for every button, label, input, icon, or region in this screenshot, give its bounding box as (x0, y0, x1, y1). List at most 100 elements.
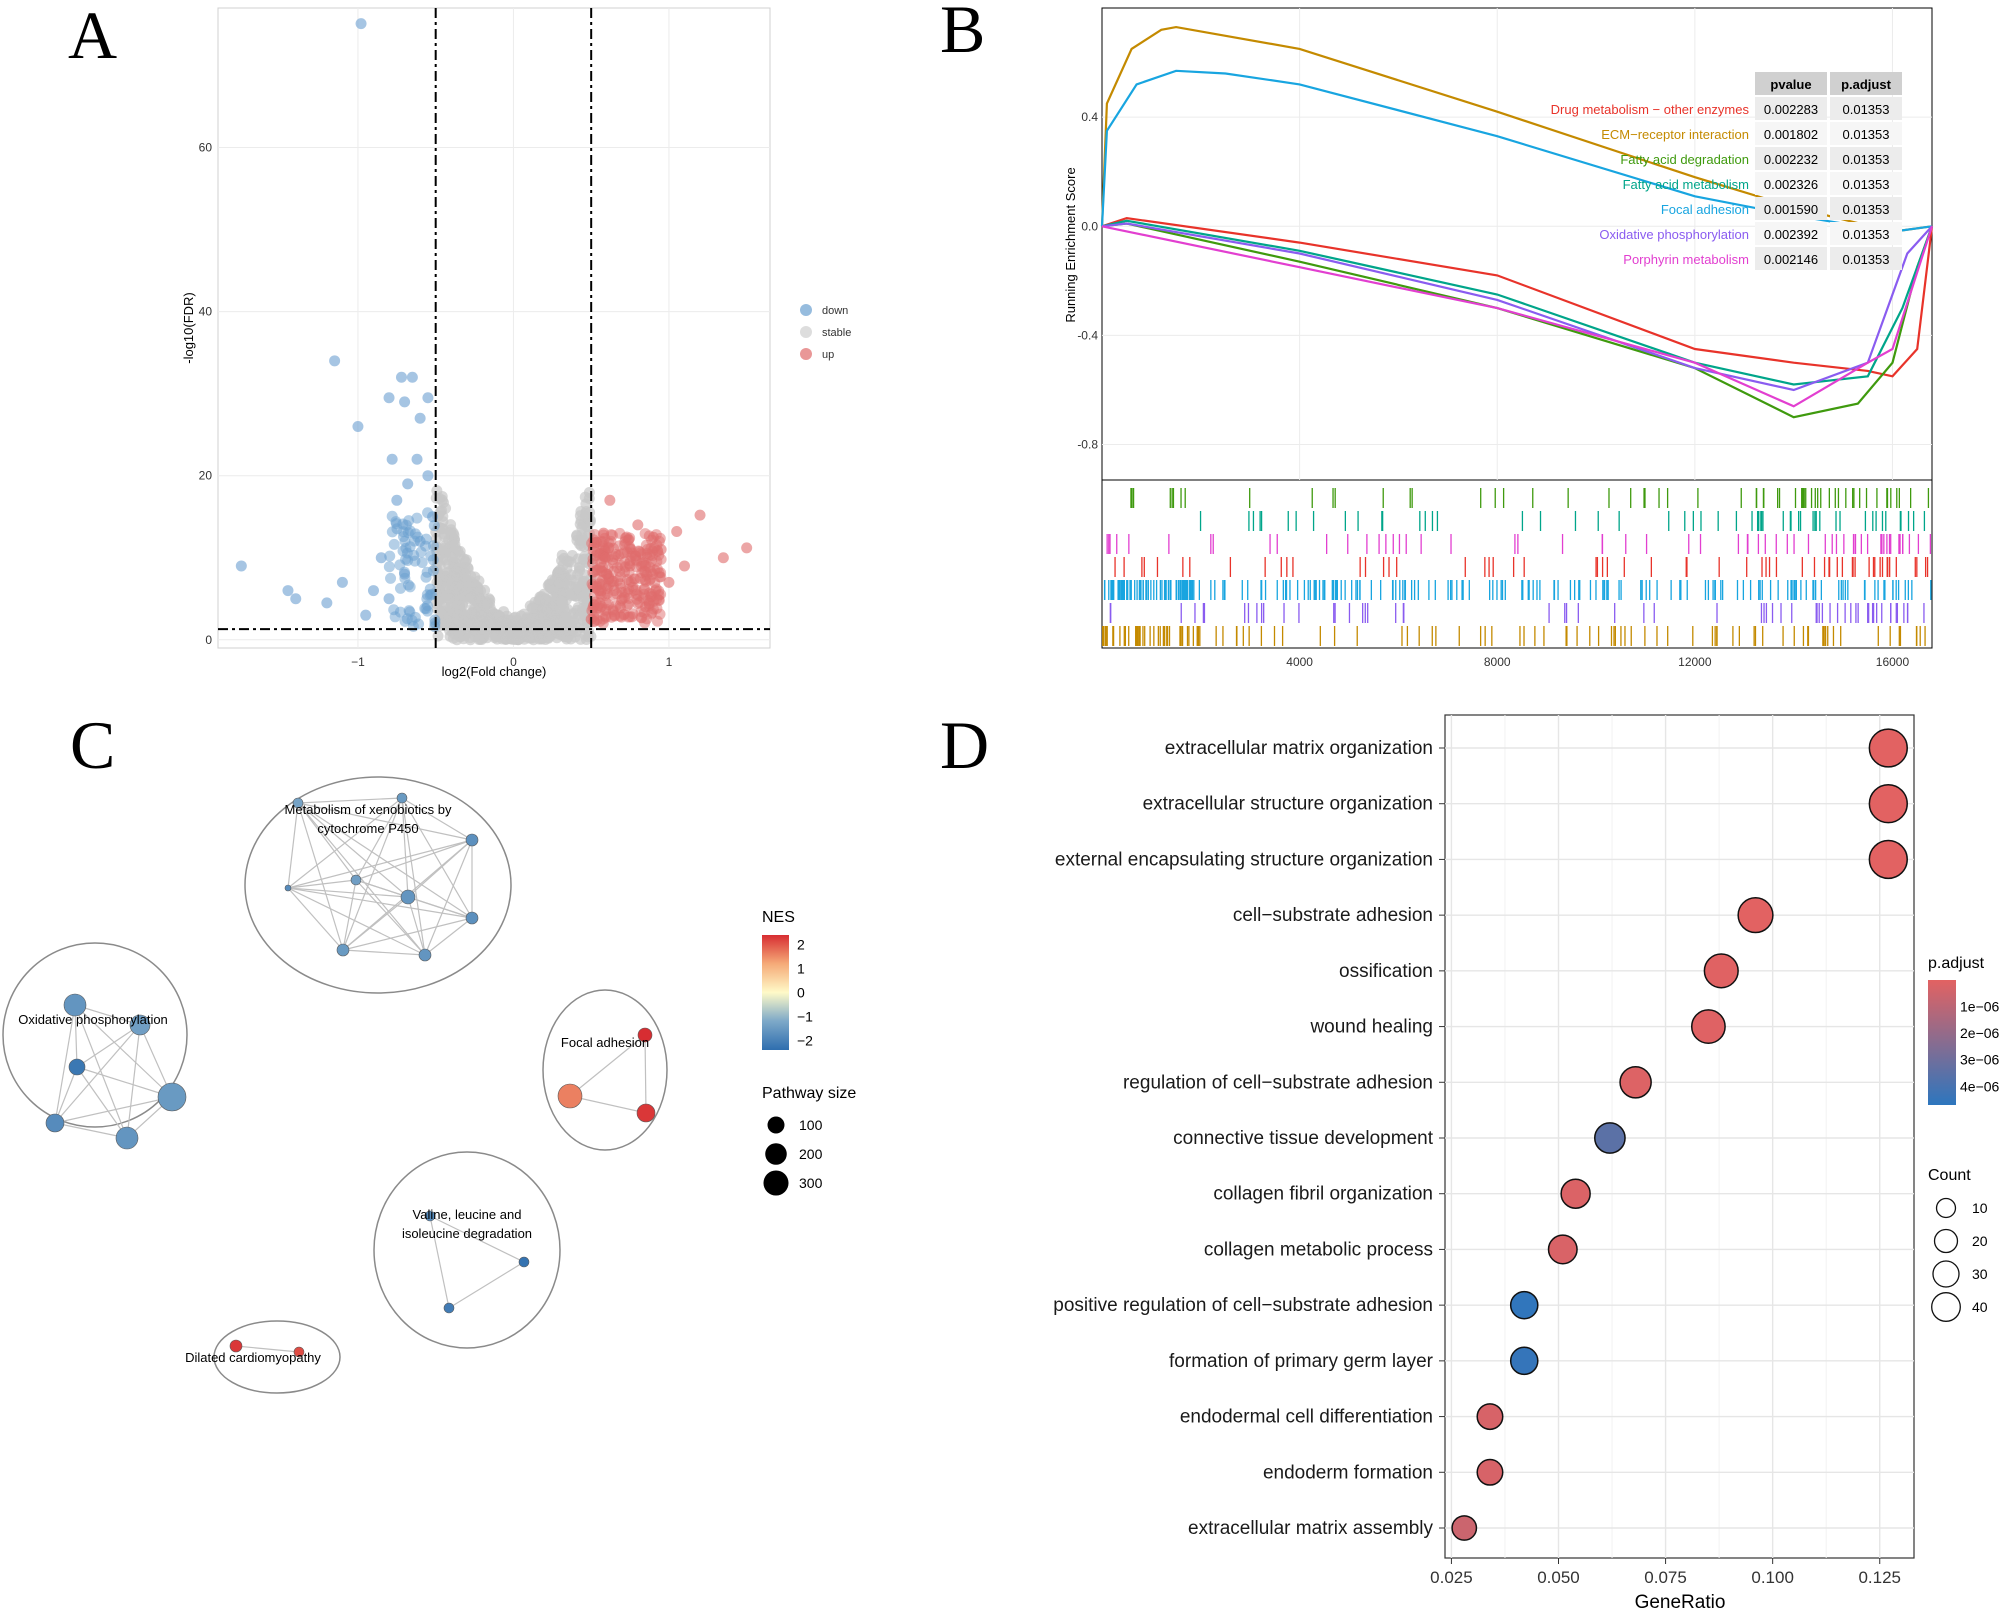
dot-plot-frame (1444, 714, 1915, 1559)
volcano-y-tick: 0 (205, 633, 212, 647)
dot-x-tick: 0.050 (1537, 1568, 1580, 1587)
network-cluster: Metabolism of xenobiotics by cytochrome P… (244, 776, 512, 994)
network-edge (569, 1034, 646, 1097)
down-point (329, 355, 341, 367)
down-point (394, 606, 406, 618)
enrichment-line (1101, 222, 1934, 419)
stable-point (579, 491, 591, 503)
network-edge (54, 1066, 78, 1124)
gsea-x-tick: 16000 (1876, 655, 1910, 669)
volcano-x-tick: −1 (351, 655, 365, 669)
table-cell (1755, 222, 1827, 245)
network-edge (407, 896, 426, 956)
network-edge (74, 1004, 141, 1026)
network-node (396, 792, 408, 804)
gsea-y-tick: -0.4 (1077, 328, 1098, 342)
up-point (649, 584, 661, 596)
term-dot (1690, 1009, 1726, 1045)
table-padjust: 0.01353 (1843, 227, 1890, 242)
dot-x-tick: 0.100 (1751, 1568, 1794, 1587)
up-point (654, 608, 666, 620)
network-edge (401, 797, 409, 898)
down-point (399, 396, 411, 408)
network-edge (54, 1122, 128, 1139)
down-point (383, 561, 395, 573)
volcano-y-tick: 40 (199, 305, 213, 319)
gsea-x-tick: 8000 (1484, 655, 1511, 669)
padjust-colorbar (1928, 980, 1956, 1105)
stable-point (494, 611, 506, 623)
down-point (425, 550, 437, 562)
term-dot (1509, 1346, 1539, 1376)
network-edge (569, 1095, 647, 1114)
term-dot (1451, 1515, 1478, 1541)
network-node (284, 884, 292, 892)
count-legend-circle (1933, 1228, 1959, 1254)
network-node (518, 1256, 530, 1268)
padjust-legend-tick: 2e−06 (1960, 1025, 2000, 1041)
network-edge (54, 1096, 173, 1124)
cluster-boundary (244, 776, 512, 994)
stable-point (544, 596, 556, 608)
stable-point (543, 578, 555, 590)
pathway-network: Metabolism of xenobiotics by cytochrome P… (2, 776, 856, 1394)
size-legend-label: 300 (799, 1175, 823, 1191)
term-label: endoderm formation (1263, 1462, 1433, 1483)
gsea-y-tick: 0.0 (1081, 219, 1098, 233)
term-label: positive regulation of cell−substrate ad… (1053, 1295, 1433, 1316)
stable-point (450, 562, 462, 574)
up-point (604, 494, 616, 506)
stable-point (580, 634, 592, 646)
table-padjust: 0.01353 (1843, 177, 1890, 192)
volcano-x-tick: 1 (666, 655, 673, 669)
up-point (607, 575, 619, 587)
table-cell (1830, 147, 1902, 170)
down-point (385, 572, 397, 584)
table-pvalue: 0.001802 (1764, 127, 1818, 142)
up-point (601, 568, 613, 580)
up-point (615, 602, 627, 614)
network-node (129, 1014, 151, 1036)
term-dot (1594, 1122, 1626, 1154)
nes-colorbar (762, 935, 789, 1050)
network-edge (54, 1004, 76, 1124)
panel-letter-c: C (70, 707, 115, 783)
network-edge (287, 887, 344, 951)
nes-legend-tick: −1 (797, 1008, 813, 1024)
down-point (321, 597, 333, 609)
down-point (375, 552, 387, 564)
term-label: extracellular matrix organization (1165, 738, 1433, 759)
table-cell (1830, 172, 1902, 195)
down-point (386, 526, 398, 538)
table-pvalue: 0.002232 (1764, 152, 1818, 167)
down-point (428, 520, 440, 532)
down-point (422, 392, 434, 404)
up-point (589, 582, 601, 594)
term-label: collagen metabolic process (1204, 1239, 1433, 1260)
network-node (336, 943, 350, 957)
padjust-legend-tick: 1e−06 (1960, 998, 2000, 1014)
stable-point (447, 527, 459, 539)
nes-legend-tick: 1 (797, 961, 805, 977)
stable-point (454, 631, 466, 643)
network-edge (126, 1024, 141, 1139)
legend-label-down: down (822, 305, 848, 317)
table-cell (1755, 122, 1827, 145)
down-point (420, 533, 432, 545)
term-dot (1868, 839, 1908, 880)
table-padjust: 0.01353 (1843, 202, 1890, 217)
cluster-boundary (542, 989, 668, 1151)
down-point (367, 585, 379, 597)
up-point (645, 608, 657, 620)
table-row-name: Focal adhesion (1661, 202, 1749, 217)
term-dot (1703, 953, 1739, 989)
stable-point (434, 593, 446, 605)
table-pvalue: 0.002283 (1764, 102, 1818, 117)
size-legend-dot (767, 1116, 785, 1134)
down-point (395, 371, 407, 383)
term-dot (1476, 1403, 1504, 1431)
legend-swatch-down (800, 304, 812, 316)
down-point (386, 453, 398, 465)
